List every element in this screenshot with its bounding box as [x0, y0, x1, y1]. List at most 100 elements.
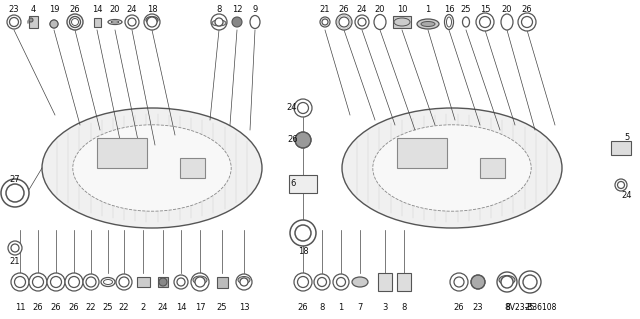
Bar: [93, 18, 100, 26]
Text: 17: 17: [195, 303, 205, 313]
Text: 8: 8: [401, 303, 406, 313]
Text: 26: 26: [51, 303, 61, 313]
Text: 6: 6: [291, 180, 296, 189]
Circle shape: [119, 277, 129, 287]
Text: 25: 25: [217, 303, 227, 313]
Circle shape: [497, 272, 517, 292]
Circle shape: [298, 102, 308, 114]
Text: 26: 26: [298, 303, 308, 313]
Text: 5: 5: [625, 132, 630, 142]
Ellipse shape: [238, 277, 250, 284]
Text: 21: 21: [10, 256, 20, 265]
Circle shape: [215, 18, 223, 26]
Text: 26: 26: [33, 303, 44, 313]
Circle shape: [7, 15, 21, 29]
Circle shape: [121, 279, 127, 285]
Text: 18: 18: [147, 4, 157, 13]
Text: 24: 24: [157, 303, 168, 313]
Circle shape: [337, 278, 346, 286]
Text: 25: 25: [525, 303, 535, 313]
Circle shape: [290, 220, 316, 246]
Circle shape: [322, 19, 328, 25]
Bar: [158, 277, 168, 287]
Ellipse shape: [250, 16, 260, 28]
Text: 13: 13: [239, 303, 250, 313]
Text: 24: 24: [621, 191, 632, 201]
Circle shape: [295, 225, 311, 241]
Circle shape: [174, 275, 188, 289]
Circle shape: [65, 273, 83, 291]
Circle shape: [6, 184, 24, 202]
Text: 23: 23: [9, 4, 19, 13]
Circle shape: [339, 17, 349, 27]
Bar: [397, 138, 447, 168]
Text: 19: 19: [49, 4, 60, 13]
Text: 8: 8: [216, 4, 221, 13]
Circle shape: [355, 15, 369, 29]
Circle shape: [67, 14, 83, 30]
Ellipse shape: [101, 278, 115, 286]
Circle shape: [70, 17, 80, 27]
Circle shape: [317, 278, 326, 286]
Circle shape: [295, 132, 311, 148]
Ellipse shape: [499, 276, 515, 285]
Text: 18: 18: [298, 248, 308, 256]
Circle shape: [236, 274, 252, 290]
Circle shape: [298, 277, 308, 287]
Ellipse shape: [447, 17, 451, 27]
Text: 24: 24: [287, 103, 297, 113]
Text: 3: 3: [382, 303, 388, 313]
Text: 26: 26: [68, 303, 79, 313]
Text: 12: 12: [232, 4, 243, 13]
Circle shape: [144, 14, 160, 30]
Circle shape: [147, 17, 157, 27]
Circle shape: [195, 277, 205, 287]
Circle shape: [618, 182, 625, 189]
Text: 10: 10: [397, 4, 407, 13]
Ellipse shape: [445, 14, 454, 29]
Ellipse shape: [42, 108, 262, 228]
Text: 20: 20: [109, 4, 120, 13]
Circle shape: [11, 273, 29, 291]
Bar: [216, 277, 227, 287]
Text: 11: 11: [15, 303, 25, 313]
Circle shape: [336, 14, 352, 30]
Ellipse shape: [372, 125, 531, 211]
Circle shape: [522, 17, 532, 27]
Circle shape: [72, 19, 79, 26]
Bar: [29, 16, 38, 28]
Circle shape: [337, 16, 351, 28]
Ellipse shape: [421, 21, 435, 26]
Text: 2: 2: [140, 303, 146, 313]
Circle shape: [454, 277, 464, 287]
Circle shape: [479, 17, 490, 27]
Circle shape: [615, 179, 627, 191]
Circle shape: [29, 273, 47, 291]
Circle shape: [518, 13, 536, 31]
Text: 8V23-B36108: 8V23-B36108: [505, 303, 556, 313]
Bar: [397, 273, 411, 291]
Circle shape: [47, 273, 65, 291]
Ellipse shape: [352, 277, 368, 287]
Text: 27: 27: [10, 175, 20, 184]
Circle shape: [358, 18, 366, 26]
Text: 25: 25: [461, 4, 471, 13]
Bar: [479, 158, 504, 178]
Text: 24: 24: [127, 4, 137, 13]
Text: 1: 1: [426, 4, 431, 13]
Bar: [97, 138, 147, 168]
Circle shape: [8, 241, 22, 255]
Circle shape: [450, 273, 468, 291]
Circle shape: [11, 244, 19, 252]
Text: 8: 8: [504, 303, 509, 313]
Circle shape: [177, 278, 185, 286]
Text: 7: 7: [357, 303, 363, 313]
Text: 26: 26: [288, 136, 298, 145]
Circle shape: [523, 275, 537, 289]
Circle shape: [1, 179, 29, 207]
Circle shape: [240, 278, 248, 286]
Circle shape: [294, 99, 312, 117]
Ellipse shape: [374, 14, 386, 29]
Ellipse shape: [73, 125, 231, 211]
Circle shape: [83, 274, 99, 290]
